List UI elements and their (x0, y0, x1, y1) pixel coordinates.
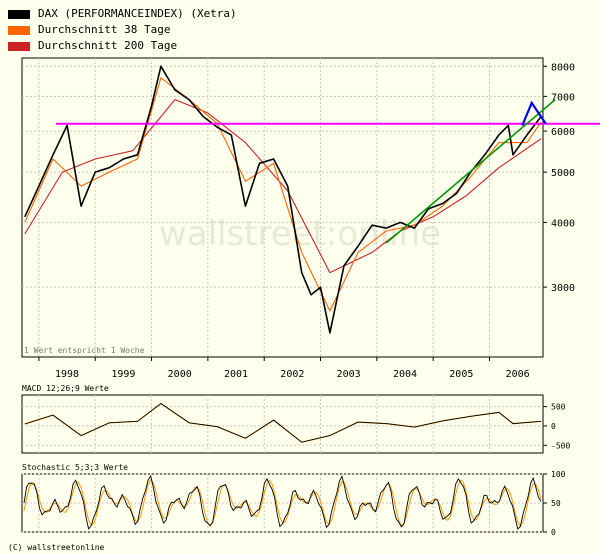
dax-series-line (24, 65, 542, 334)
legend-item-dax[interactable]: DAX (PERFORMANCEINDEX) (Xetra) (8, 6, 237, 22)
main-plot-area (21, 57, 544, 358)
legend-item-ma38[interactable]: Durchschnitt 38 Tage (8, 22, 237, 38)
y-tick-label: 0 (551, 528, 556, 537)
y-tick-label: 6000 (551, 127, 575, 138)
x-tick-label: 2002 (280, 369, 304, 380)
uptrend-line (385, 98, 556, 244)
x-tick-label: 2001 (224, 369, 248, 380)
stochastic-line (23, 474, 542, 530)
y-tick-label: 100 (551, 470, 566, 479)
x-tick-label: 2006 (506, 369, 530, 380)
stochastic-chart: Stochastic 5;3;3 Werte 100 50 0 (C) wallstre… (8, 463, 566, 552)
legend-label: Durchschnitt 38 Tage (38, 23, 171, 36)
macd-title: MACD 12;26;9 Werte (22, 384, 109, 393)
legend-swatch (8, 41, 30, 51)
x-tick-label: 2003 (337, 369, 361, 380)
legend-swatch (8, 25, 30, 35)
y-tick-label: 8000 (551, 62, 575, 73)
macd-line (24, 402, 542, 443)
legend-swatch (8, 9, 30, 19)
legend-label: Durchschnitt 200 Tage (38, 39, 178, 52)
y-tick-label: 4000 (551, 218, 575, 229)
y-tick-label: 0 (551, 422, 556, 431)
x-tick-label: 1998 (55, 369, 79, 380)
legend-item-ma200[interactable]: Durchschnitt 200 Tage (8, 38, 237, 54)
ma38-series-line (24, 77, 542, 312)
x-tick-label: 2004 (393, 369, 417, 380)
stochastic-title: Stochastic 5;3;3 Werte (22, 463, 128, 472)
y-tick-label: -500 (551, 441, 570, 450)
x-tick-label: 2005 (449, 369, 473, 380)
x-tick-label: 2000 (168, 369, 192, 380)
x-tick-label: 1999 (111, 369, 135, 380)
legend-label: DAX (PERFORMANCEINDEX) (Xetra) (38, 7, 237, 20)
macd-chart: MACD 12;26;9 Werte 500 0 -500 (21, 384, 570, 454)
projection-line (521, 100, 547, 126)
y-tick-label: 50 (551, 499, 561, 508)
legend: DAX (PERFORMANCEINDEX) (Xetra) Durchschn… (8, 6, 237, 54)
chart-note: 1 Wert entspricht 1 Woche (24, 346, 145, 355)
macd-plot-area (21, 394, 544, 454)
y-tick-label: 500 (551, 403, 566, 412)
y-tick-label: 3000 (551, 283, 575, 294)
y-tick-label: 5000 (551, 168, 575, 179)
y-tick-label: 7000 (551, 92, 575, 103)
copyright-text: (C) wallstreetonline (8, 543, 105, 552)
main-price-chart: wallstreet:online30004000500060007000800… (21, 57, 600, 380)
